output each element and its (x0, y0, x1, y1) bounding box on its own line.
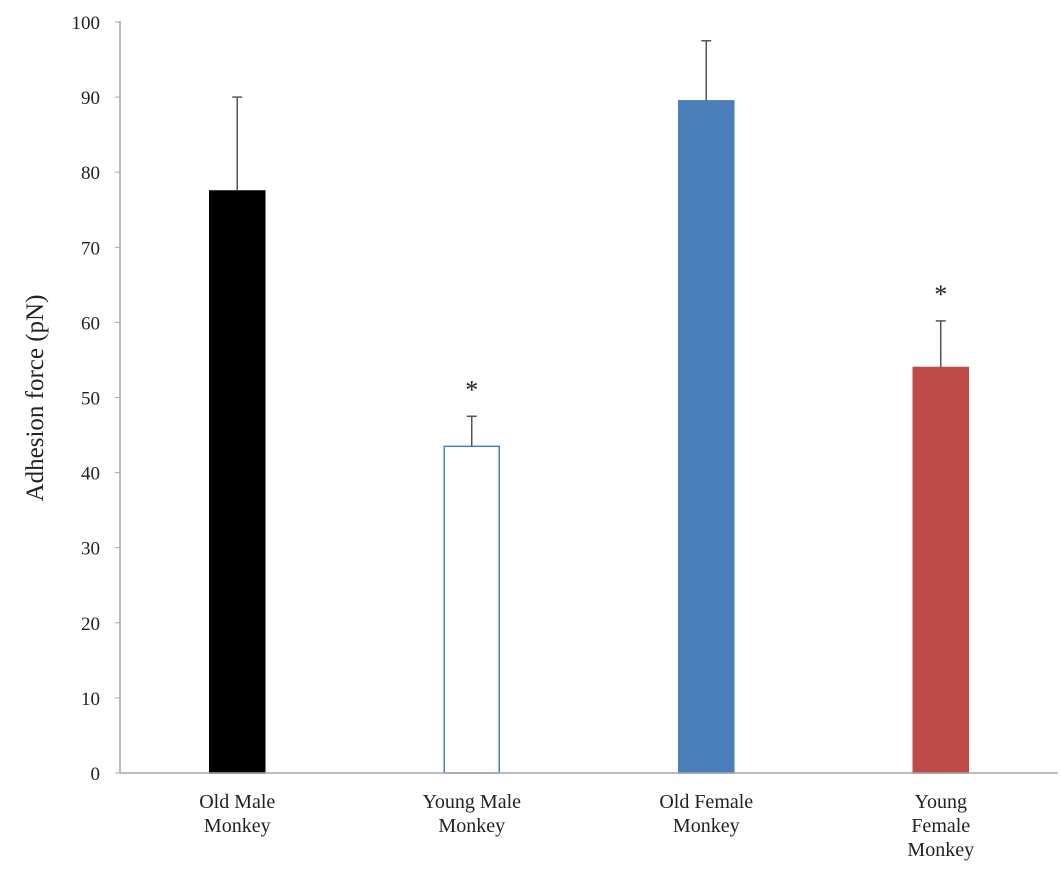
y-tick-label: 20 (81, 614, 100, 635)
y-tick-label: 0 (91, 764, 101, 785)
error-bars (232, 40, 946, 447)
y-axis-title: Adhesion force (pN) (22, 295, 49, 502)
bar (678, 100, 735, 774)
significance-markers: ** (465, 280, 947, 404)
x-category-label-line: Old Female (659, 791, 753, 813)
y-tick-label: 100 (72, 13, 101, 34)
x-category-label-line: Monkey (907, 839, 974, 861)
x-category-label-line: Monkey (438, 815, 505, 837)
x-category-label-line: Young (915, 791, 967, 813)
significance-asterisk: * (465, 375, 478, 404)
x-category-label: Young Male Monkey (422, 791, 521, 837)
x-category-label-line: Old Male (199, 791, 275, 813)
y-tick-label: 70 (81, 238, 100, 259)
significance-asterisk: * (934, 280, 947, 309)
bars (209, 100, 969, 774)
axes (119, 21, 1058, 774)
x-category-label: Old Female Monkey (659, 791, 753, 837)
y-tick-label: 80 (81, 163, 100, 184)
x-category-label-line: Monkey (204, 815, 271, 837)
x-category-label: Young Female Monkey (907, 791, 974, 861)
y-tick-label: 30 (81, 539, 100, 560)
y-tick-label: 60 (81, 313, 100, 334)
x-category-label-line: Monkey (673, 815, 740, 837)
x-category-label: Old Male Monkey (199, 791, 275, 837)
y-tick-label: 50 (81, 389, 100, 410)
y-tick-label: 40 (81, 464, 100, 485)
bar (209, 190, 266, 774)
x-category-label-line: Female (911, 815, 970, 837)
y-axis-ticks: 0 10 20 30 40 50 60 70 80 90 100 (72, 13, 120, 785)
x-category-label-line: Young Male (422, 791, 521, 813)
bar (912, 366, 969, 774)
bar (443, 445, 500, 774)
y-tick-label: 90 (81, 88, 100, 109)
y-tick-label: 10 (81, 689, 100, 710)
